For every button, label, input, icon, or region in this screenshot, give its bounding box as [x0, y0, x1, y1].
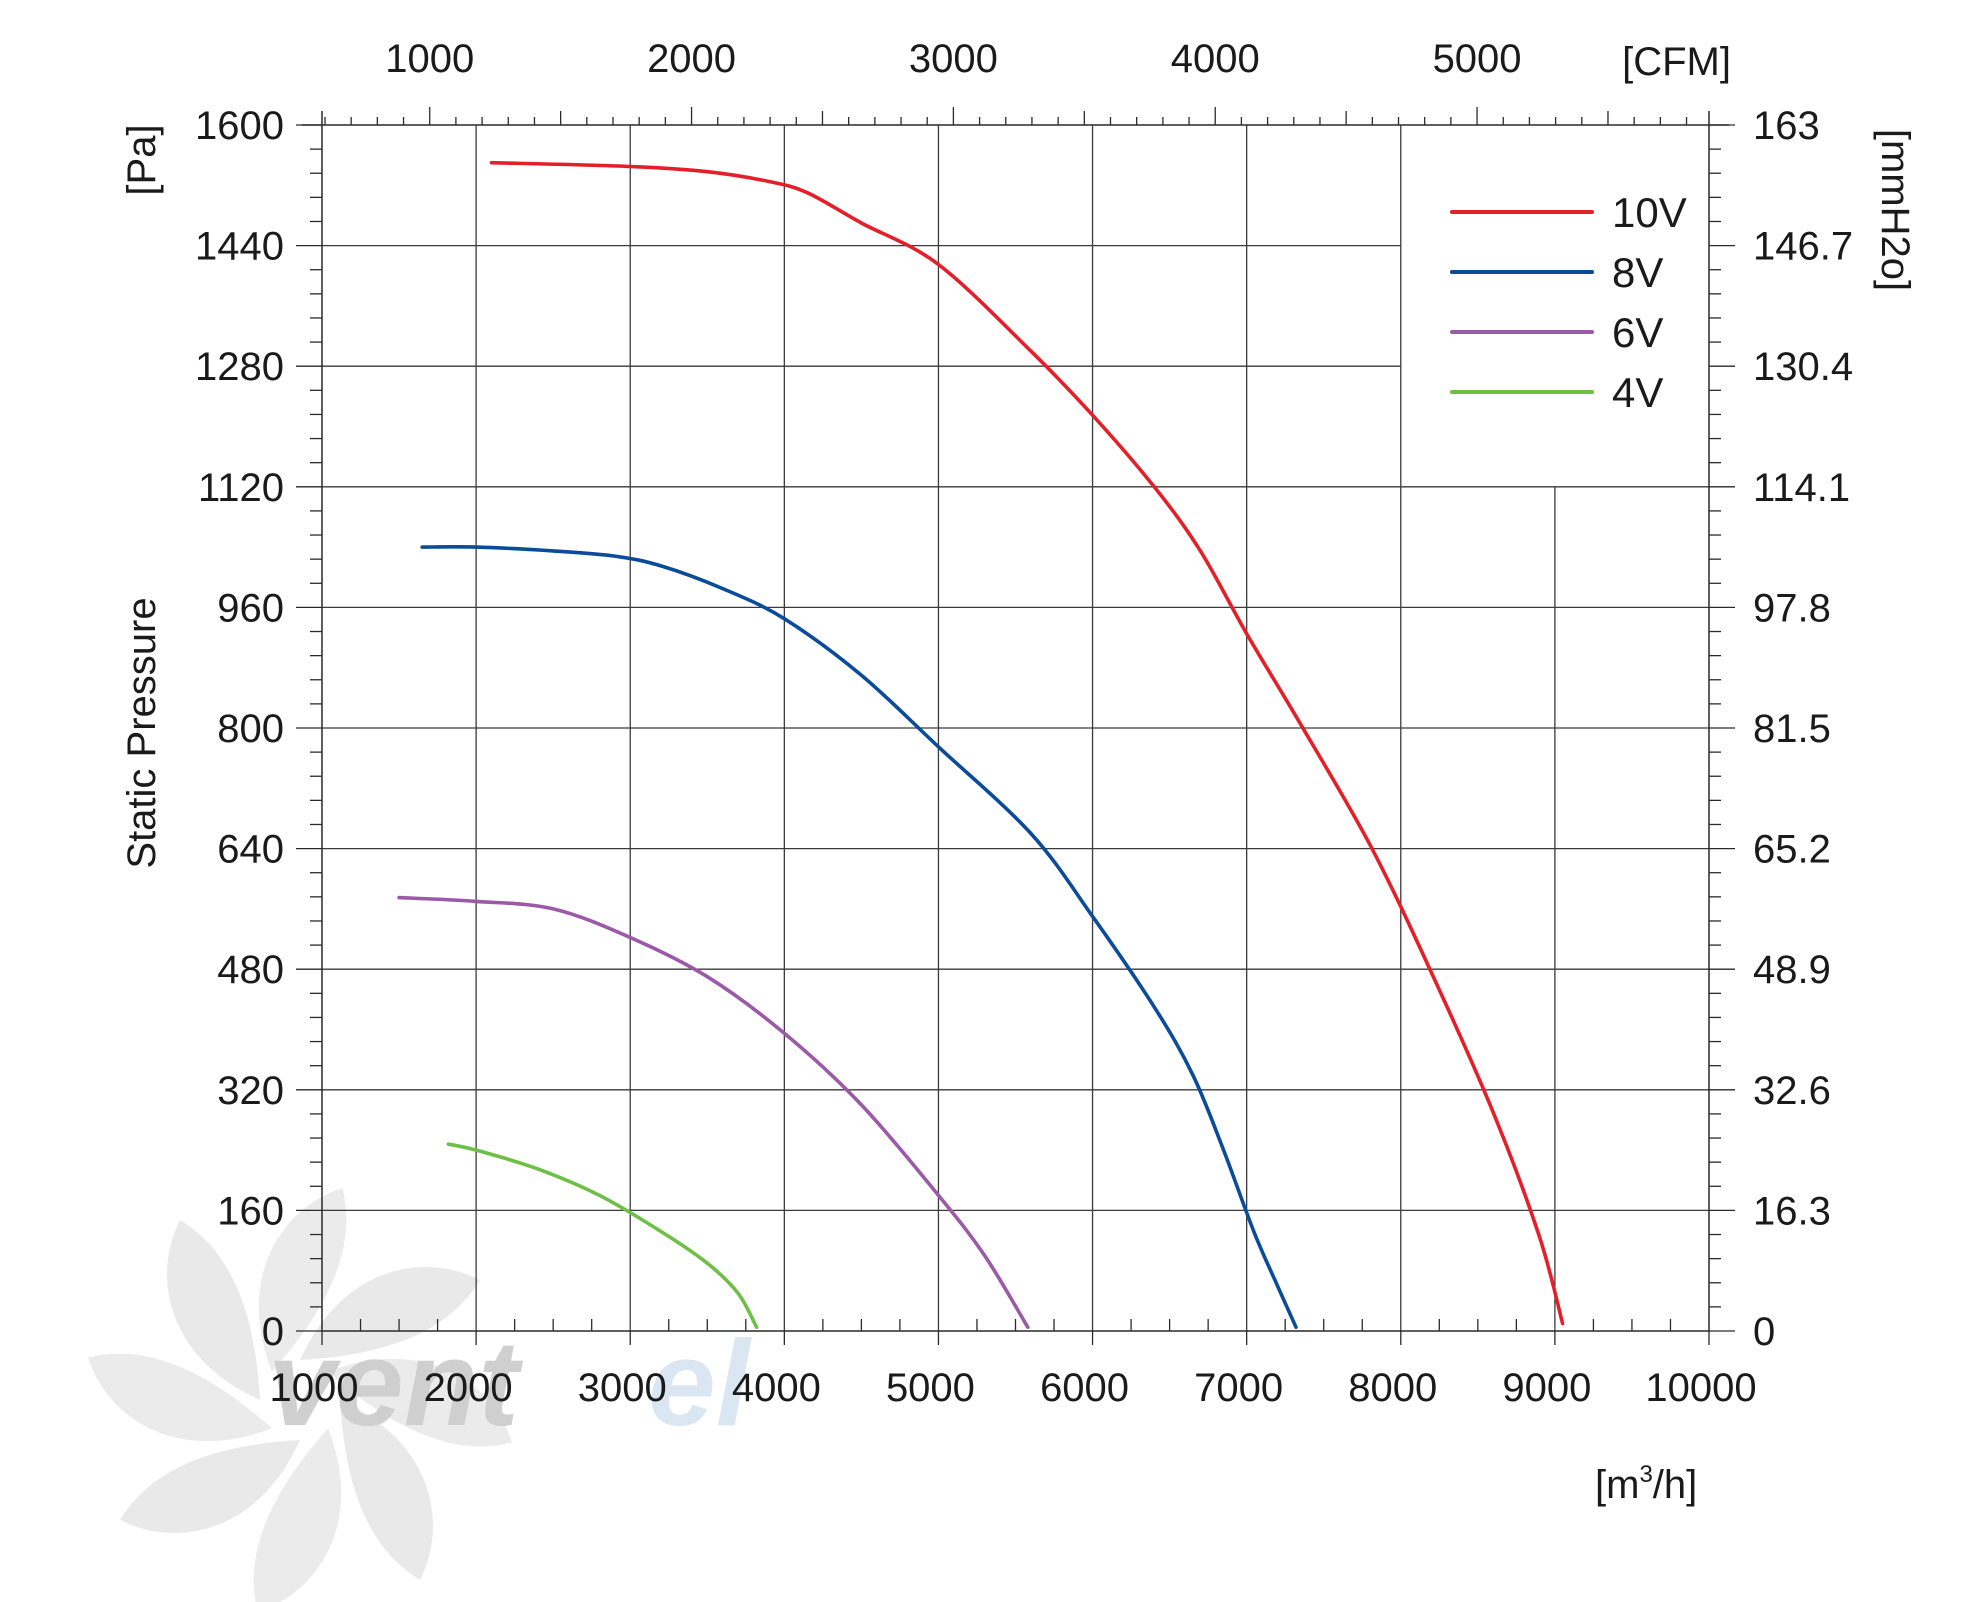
y-tick-label-pa: 1440: [195, 225, 284, 269]
y2-tick-label-mmh2o: 65.2: [1753, 828, 1831, 872]
watermark-text-el: el: [648, 1315, 752, 1451]
y-tick-label-pa: 1280: [195, 345, 284, 389]
series-line-10v: [489, 160, 1565, 1326]
mmh2o-unit-label: [mmH2o]: [1873, 129, 1917, 291]
y-tick-label-pa: 320: [217, 1069, 284, 1113]
ventel-watermark-logo: vent el: [87, 1187, 752, 1602]
x-tick-label-m3h: 3000: [578, 1366, 667, 1410]
x2-tick-label-cfm: 4000: [1171, 37, 1260, 81]
x-unit-base: [m: [1595, 1463, 1639, 1507]
x-tick-label-m3h: 9000: [1502, 1366, 1591, 1410]
legend-label-10v: 10V: [1612, 189, 1687, 236]
x-tick-label-m3h: 4000: [732, 1366, 821, 1410]
y-tick-label-pa: 1600: [195, 104, 284, 148]
x2-tick-label-cfm: 2000: [647, 37, 736, 81]
legend-label-4v: 4V: [1612, 369, 1663, 416]
x2-tick-label-cfm: 1000: [385, 37, 474, 81]
y2-tick-label-mmh2o: 0: [1753, 1310, 1775, 1354]
y-tick-label-pa: 0: [262, 1310, 284, 1354]
y2-tick-label-mmh2o: 16.3: [1753, 1189, 1831, 1233]
legend-label-8v: 8V: [1612, 249, 1663, 296]
x-unit-tail: /h]: [1653, 1463, 1697, 1507]
y2-tick-label-mmh2o: 97.8: [1753, 586, 1831, 630]
x-tick-label-m3h: 6000: [1040, 1366, 1129, 1410]
x-tick-label-m3h: 2000: [424, 1366, 513, 1410]
x-unit-superscript: 3: [1639, 1461, 1652, 1488]
y2-tick-label-mmh2o: 114.1: [1753, 466, 1850, 510]
x-axis-unit-label: [m3/h]: [1595, 1461, 1697, 1507]
x-tick-label-m3h: 8000: [1348, 1366, 1437, 1410]
y2-tick-label-mmh2o: 130.4: [1753, 345, 1853, 389]
series-line-8v: [420, 545, 1298, 1329]
y-tick-label-pa: 480: [217, 948, 284, 992]
legend-label-6v: 6V: [1612, 309, 1663, 356]
series-line-6v: [397, 895, 1030, 1329]
y-tick-label-pa: 1120: [198, 466, 284, 510]
watermark-text-vent: vent: [268, 1315, 523, 1451]
y2-tick-label-mmh2o: 48.9: [1753, 948, 1831, 992]
y2-tick-label-mmh2o: 32.6: [1753, 1069, 1831, 1113]
x-tick-label-m3h: 5000: [886, 1366, 975, 1410]
series-line-4v: [446, 1142, 759, 1329]
y2-tick-label-mmh2o: 146.7: [1753, 225, 1853, 269]
x-tick-label-m3h: 7000: [1194, 1366, 1283, 1410]
y2-tick-label-mmh2o: 163: [1753, 104, 1820, 148]
x-tick-label-m3h: 1000: [270, 1366, 359, 1410]
cfm-unit-label: [CFM]: [1622, 40, 1731, 84]
pa-unit-label: [Pa]: [120, 124, 164, 195]
x-tick-label-m3h: 10000: [1645, 1366, 1756, 1410]
y-axis-title: Static Pressure: [120, 597, 164, 868]
y2-tick-label-mmh2o: 81.5: [1753, 707, 1831, 751]
y-tick-label-pa: 640: [217, 828, 284, 872]
fan-blades-icon: [87, 1187, 513, 1602]
y-tick-label-pa: 800: [217, 707, 284, 751]
y-tick-label-pa: 960: [217, 586, 284, 630]
x2-tick-label-cfm: 3000: [909, 37, 998, 81]
x2-tick-label-cfm: 5000: [1433, 37, 1522, 81]
y-tick-label-pa: 160: [217, 1189, 284, 1233]
